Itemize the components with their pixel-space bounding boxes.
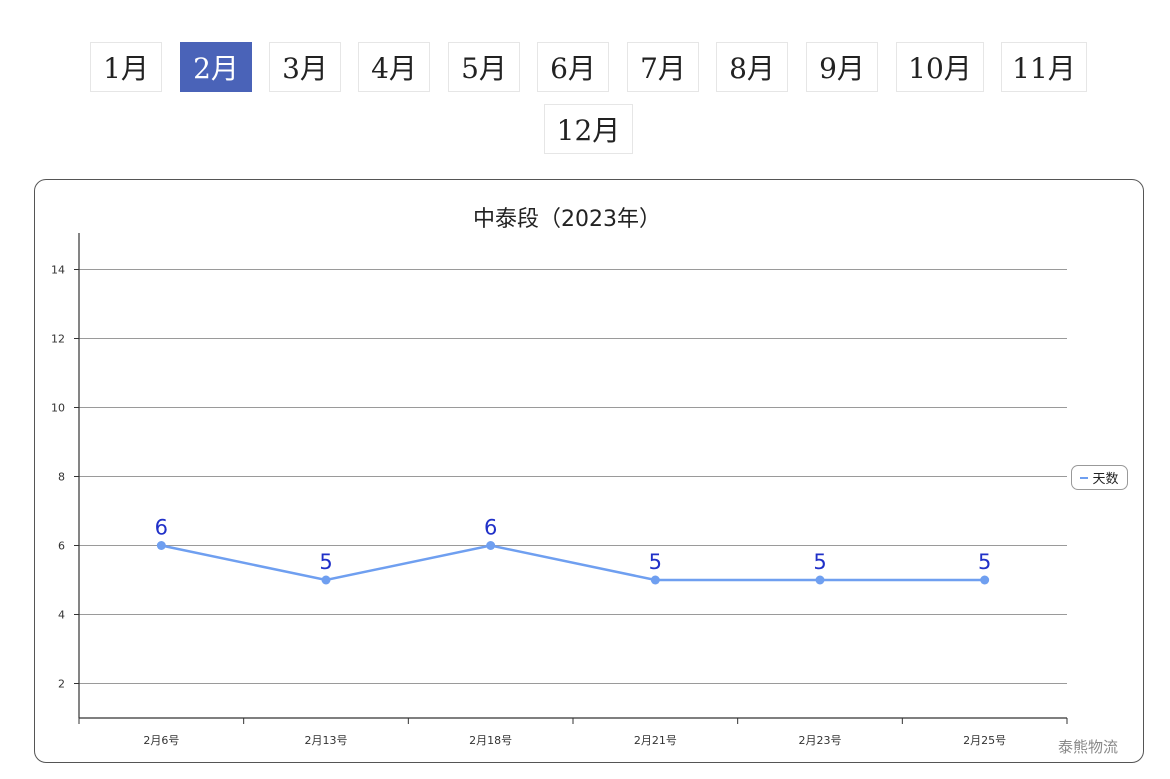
y-tick-label: 12 — [51, 333, 65, 346]
y-tick-label: 8 — [58, 471, 65, 484]
x-tick-label: 2月13号 — [305, 734, 348, 747]
month-button-4[interactable]: 4月 — [358, 42, 430, 92]
x-tick-label: 2月21号 — [634, 734, 677, 747]
month-button-7[interactable]: 7月 — [627, 42, 699, 92]
y-tick-label: 14 — [51, 264, 65, 277]
data-point — [321, 575, 331, 585]
data-point — [650, 575, 660, 585]
chart-title: 中泰段（2023年） — [473, 207, 661, 232]
watermark: 泰熊物流 — [1058, 738, 1119, 756]
month-button-6[interactable]: 6月 — [537, 42, 609, 92]
data-point — [980, 575, 990, 585]
chart-card: 中泰段（2023年） 2 4 6 8 10 12 14 2月6号 2月13号 2月18号 2月21号… — [34, 179, 1144, 763]
legend-label: 天数 — [1092, 472, 1119, 487]
data-label: 6 — [484, 516, 497, 540]
month-button-10[interactable]: 10月 — [896, 42, 984, 92]
chart-legend[interactable]: 天数 — [1071, 465, 1128, 490]
data-label: 5 — [978, 550, 991, 574]
y-tick-label: 4 — [58, 609, 65, 622]
data-label: 6 — [155, 516, 168, 540]
month-button-12[interactable]: 12月 — [544, 104, 633, 154]
data-label: 5 — [649, 550, 662, 574]
month-button-2[interactable]: 2月 — [180, 42, 252, 92]
y-tick-label: 6 — [58, 540, 65, 553]
month-button-8[interactable]: 8月 — [716, 42, 788, 92]
x-tick-label: 2月23号 — [799, 734, 842, 747]
legend-swatch — [1080, 476, 1089, 479]
data-label: 5 — [319, 550, 332, 574]
month-button-3[interactable]: 3月 — [269, 42, 341, 92]
month-button-9[interactable]: 9月 — [806, 42, 878, 92]
data-point — [486, 541, 496, 550]
month-button-1[interactable]: 1月 — [90, 42, 162, 92]
data-label: 5 — [813, 550, 826, 574]
y-tick-label: 10 — [51, 402, 65, 415]
x-tick-label: 2月6号 — [143, 734, 179, 747]
x-tick-label: 2月18号 — [469, 734, 512, 747]
series-line — [161, 544, 985, 582]
data-point — [815, 575, 825, 585]
line-chart: 中泰段（2023年） 2 4 6 8 10 12 14 2月6号 2月13号 2月18号 2月21号… — [51, 207, 1068, 747]
x-tick-label: 2月25号 — [963, 734, 1006, 747]
month-button-11[interactable]: 11月 — [1001, 42, 1087, 92]
data-point — [156, 541, 166, 550]
y-tick-label: 2 — [58, 678, 65, 691]
month-button-5[interactable]: 5月 — [448, 42, 520, 92]
